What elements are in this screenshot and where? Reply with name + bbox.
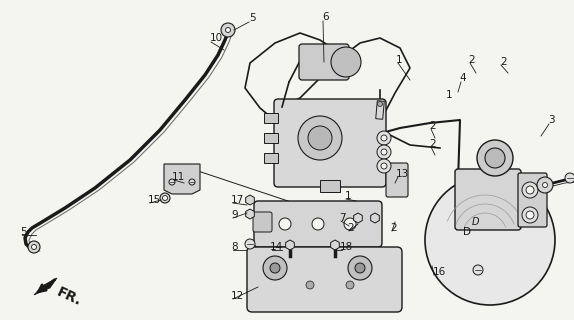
Text: D: D	[472, 217, 479, 227]
Circle shape	[381, 135, 387, 141]
Bar	[264, 153, 278, 163]
Circle shape	[306, 281, 314, 289]
Circle shape	[162, 196, 168, 201]
Circle shape	[226, 28, 231, 33]
Text: 1: 1	[345, 191, 352, 201]
FancyBboxPatch shape	[455, 169, 521, 230]
Polygon shape	[34, 278, 57, 295]
Text: FR.: FR.	[54, 285, 83, 308]
Text: 4: 4	[459, 73, 466, 83]
Text: 2: 2	[468, 55, 475, 65]
Circle shape	[473, 265, 483, 275]
Text: 1: 1	[446, 90, 453, 100]
Circle shape	[348, 256, 372, 280]
Text: 12: 12	[231, 291, 245, 301]
Circle shape	[245, 239, 255, 249]
Circle shape	[477, 140, 513, 176]
Circle shape	[221, 23, 235, 37]
Polygon shape	[246, 209, 254, 219]
Circle shape	[381, 149, 387, 155]
Circle shape	[522, 207, 538, 223]
Polygon shape	[164, 164, 200, 194]
Circle shape	[344, 218, 356, 230]
Text: 18: 18	[340, 242, 353, 252]
Text: 7: 7	[339, 213, 346, 223]
Circle shape	[565, 173, 574, 183]
Circle shape	[522, 182, 538, 198]
Bar	[264, 133, 278, 143]
Circle shape	[377, 145, 391, 159]
Circle shape	[189, 179, 195, 185]
Text: 2: 2	[429, 139, 436, 149]
Circle shape	[308, 126, 332, 150]
Text: 14: 14	[270, 242, 283, 252]
Text: 8: 8	[231, 242, 238, 252]
Polygon shape	[354, 213, 362, 223]
Circle shape	[346, 281, 354, 289]
Circle shape	[312, 218, 324, 230]
FancyBboxPatch shape	[274, 99, 386, 187]
Polygon shape	[331, 240, 339, 250]
Bar	[320, 180, 340, 192]
Circle shape	[263, 256, 287, 280]
Circle shape	[537, 177, 553, 193]
Text: 2: 2	[347, 223, 354, 233]
Circle shape	[160, 193, 170, 203]
FancyBboxPatch shape	[299, 44, 349, 80]
Text: 2: 2	[500, 57, 507, 67]
Circle shape	[28, 241, 40, 253]
Circle shape	[377, 159, 391, 173]
Text: 10: 10	[210, 33, 223, 43]
Polygon shape	[371, 213, 379, 223]
Circle shape	[298, 116, 342, 160]
Text: 9: 9	[231, 210, 238, 220]
Text: 15: 15	[148, 195, 161, 205]
FancyBboxPatch shape	[253, 212, 272, 232]
Text: 11: 11	[172, 172, 185, 182]
FancyBboxPatch shape	[386, 163, 408, 197]
Text: 13: 13	[396, 169, 409, 179]
Text: 6: 6	[322, 12, 329, 22]
FancyBboxPatch shape	[247, 247, 402, 312]
Text: 5: 5	[249, 13, 255, 23]
Circle shape	[32, 244, 37, 250]
Circle shape	[542, 182, 548, 188]
Circle shape	[169, 179, 175, 185]
Circle shape	[378, 101, 382, 107]
FancyBboxPatch shape	[254, 201, 382, 247]
Circle shape	[355, 263, 365, 273]
Bar	[376, 101, 384, 119]
Circle shape	[485, 148, 505, 168]
Circle shape	[526, 211, 534, 219]
Text: 1: 1	[396, 55, 402, 65]
Text: 17: 17	[231, 195, 245, 205]
FancyBboxPatch shape	[518, 173, 547, 227]
Text: 16: 16	[433, 267, 446, 277]
Text: 2: 2	[390, 223, 397, 233]
Polygon shape	[246, 195, 254, 205]
Circle shape	[270, 263, 280, 273]
Circle shape	[425, 175, 555, 305]
Text: D: D	[463, 227, 471, 237]
Polygon shape	[286, 240, 294, 250]
Circle shape	[526, 186, 534, 194]
Text: 5: 5	[20, 227, 26, 237]
Text: 3: 3	[548, 115, 554, 125]
Circle shape	[381, 163, 387, 169]
Bar	[264, 113, 278, 123]
Text: 2: 2	[429, 121, 436, 131]
Circle shape	[377, 131, 391, 145]
Circle shape	[279, 218, 291, 230]
Circle shape	[331, 47, 361, 77]
